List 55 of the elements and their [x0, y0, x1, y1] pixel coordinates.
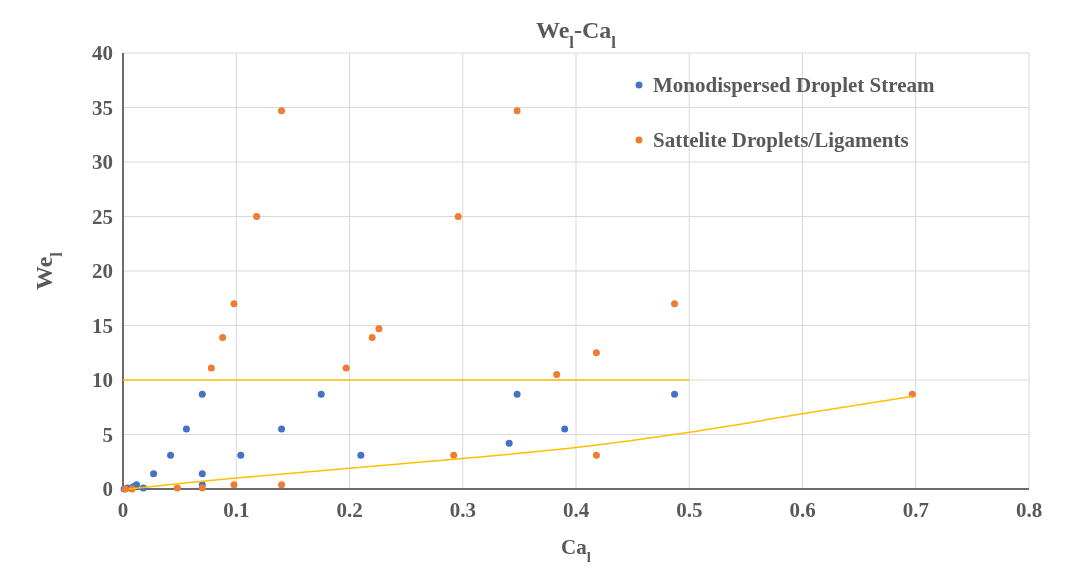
x-tick-label: 0.4	[562, 498, 590, 522]
y-tick-label: 15	[92, 313, 113, 338]
point	[375, 325, 383, 333]
point	[317, 390, 325, 398]
point	[671, 390, 679, 398]
point	[207, 364, 215, 372]
legend-label: Sattelite Droplets/Ligaments	[653, 128, 909, 152]
chart-title: We$_{l}$-Ca$_{l}$	[536, 17, 617, 52]
point	[368, 333, 376, 341]
x-tick-label: 0.8	[1015, 498, 1043, 522]
y-tick-label: 20	[92, 259, 113, 283]
point	[173, 484, 181, 492]
x-tick-label: 0.1	[223, 498, 250, 522]
point	[450, 451, 458, 459]
point	[198, 390, 206, 398]
point	[908, 390, 916, 398]
y-tick-label: 30	[92, 150, 113, 174]
point	[133, 481, 141, 489]
point	[342, 364, 350, 372]
point	[198, 470, 206, 478]
x-tick-label: 0.2	[336, 498, 363, 522]
point	[454, 213, 462, 220]
point	[513, 107, 521, 115]
x-tick-label: 0.6	[789, 498, 816, 522]
point	[592, 349, 600, 357]
y-tick-label: 0	[102, 477, 113, 501]
point	[561, 425, 569, 433]
point	[278, 107, 286, 115]
point	[150, 470, 158, 478]
point	[253, 213, 261, 220]
y-tick-label: 35	[92, 95, 113, 120]
point	[230, 300, 238, 308]
legend-label: Monodispersed Droplet Stream	[653, 73, 936, 97]
x-tick-label: 0	[117, 498, 129, 522]
point	[278, 425, 286, 433]
point	[237, 451, 245, 459]
point	[671, 300, 679, 308]
point	[553, 371, 561, 379]
point	[357, 451, 365, 459]
point	[592, 451, 600, 459]
point	[513, 390, 521, 398]
point	[167, 451, 175, 459]
x-tick-label: 0.5	[676, 498, 703, 522]
point	[230, 481, 238, 489]
y-tick-label: 5	[102, 422, 113, 447]
y-tick-label: 10	[92, 368, 113, 392]
point	[505, 439, 513, 447]
point	[219, 333, 227, 341]
y-tick-label: 40	[92, 41, 113, 65]
point	[278, 481, 286, 489]
x-tick-label: 0.7	[902, 498, 929, 522]
point	[182, 425, 190, 433]
y-tick-label: 25	[92, 204, 113, 229]
x-tick-label: 0.3	[449, 498, 476, 522]
x-axis-title: Ca$_{l}$	[561, 535, 591, 565]
